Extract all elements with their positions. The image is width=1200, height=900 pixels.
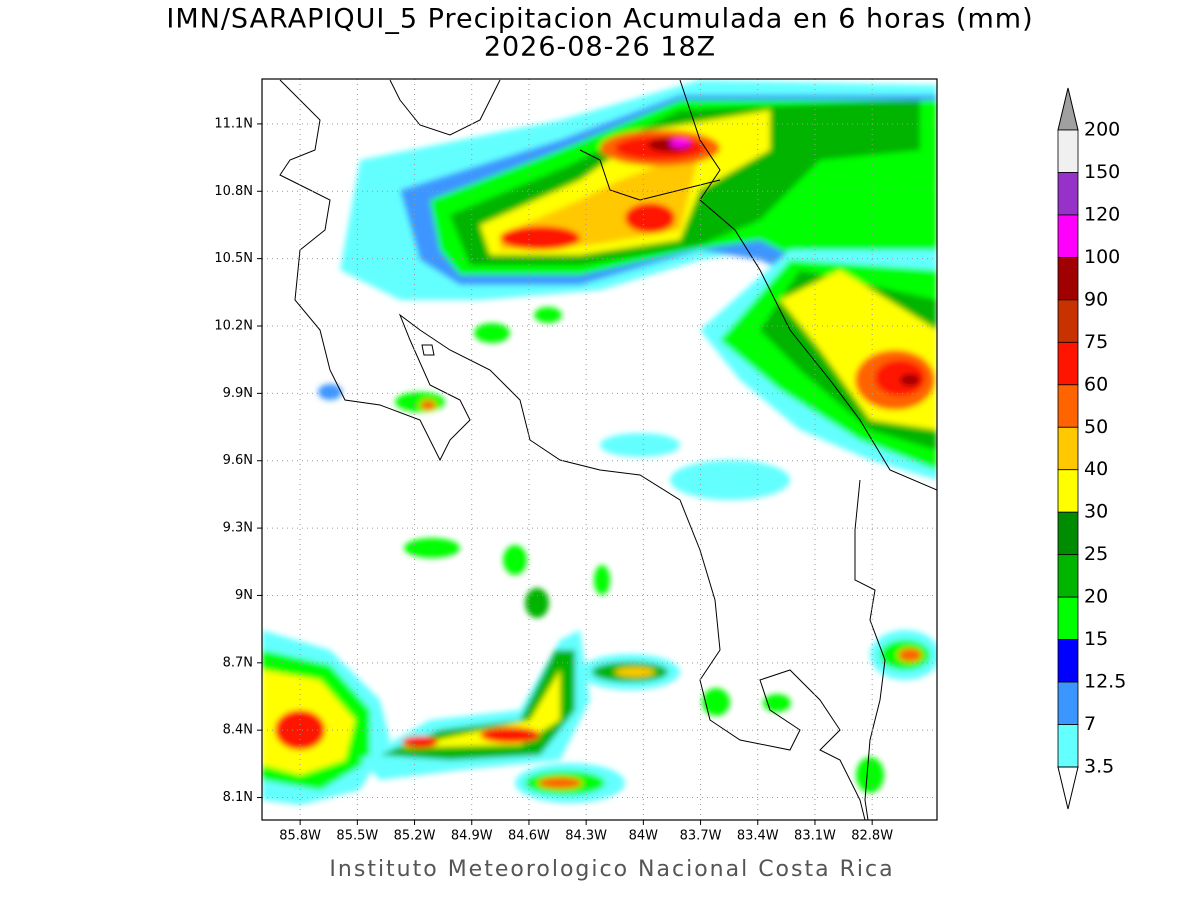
colorbar-box [1057,129,1079,173]
colorbar-label: 20 [1084,586,1108,608]
colorbar-label: 15 [1084,628,1108,650]
grid [262,79,937,820]
colorbar-bottom-arrow [1057,766,1079,810]
colorbar-box [1057,596,1079,641]
lat-tick-label: 9.6N [223,453,253,468]
colorbar-label: 40 [1084,458,1108,480]
lat-tick-label: 10.2N [214,319,253,334]
colorbar-label: 150 [1084,161,1120,183]
colorbar-box [1057,426,1079,471]
lon-tick-label: 84.3W [565,829,607,844]
colorbar: 200 150 120 100 90 75 60 50 40 30 25 20 15 12.5 7 3.5 [1057,87,1126,810]
colorbar-box [1057,554,1079,598]
colorbar-label: 100 [1084,246,1120,268]
colorbar-label: 7 [1084,713,1096,735]
lon-tick-label: 83.1W [794,829,836,844]
colorbar-box [1057,214,1079,258]
lat-tick-label: 9.3N [223,521,253,536]
colorbar-label: 50 [1084,416,1108,438]
colorbar-box [1057,256,1079,301]
colorbar-box [1057,724,1079,768]
colorbar-box [1057,469,1079,513]
lon-tick-label: 84W [629,829,659,844]
colorbar-box [1057,341,1079,386]
colorbar-label: 12.5 [1084,671,1126,693]
lon-tick-label: 83.4W [737,829,779,844]
colorbar-label: 90 [1084,288,1108,310]
credit: Instituto Meteorologico Nacional Costa R… [329,857,894,882]
lat-tick-label: 9N [235,588,253,603]
lat-tick-label: 8.4N [223,723,253,738]
precip-field [262,79,937,820]
lat-tick-label: 8.7N [223,655,253,670]
lon-tick-label: 82.8W [851,829,893,844]
colorbar-box [1057,172,1079,216]
lat-tick-label: 9.9N [223,386,253,401]
colorbar-label: 60 [1084,373,1108,395]
colorbar-label: 75 [1084,331,1108,353]
lon-tick-label: 83.7W [680,829,722,844]
colorbar-label: 30 [1084,501,1108,523]
lat-tick-label: 10.5N [214,251,253,266]
colorbar-label: 120 [1084,203,1120,225]
lat-tick-label: 10.8N [214,184,253,199]
colorbar-label: 3.5 [1084,756,1114,778]
colorbar-box [1057,511,1079,556]
map-frame [261,78,938,821]
subtitle: 2026-08-26 18Z [484,32,716,63]
lon-tick-label: 84.6W [508,829,550,844]
lon-tick-label: 85.5W [336,829,378,844]
lat-tick-label: 11.1N [214,116,253,131]
lon-tick-label: 85.2W [394,829,436,844]
colorbar-box [1057,681,1079,725]
lon-tick-label: 84.9W [451,829,493,844]
colorbar-top-arrow [1057,87,1079,131]
colorbar-label: 200 [1084,119,1120,141]
title: IMN/SARAPIQUI_5 Precipitacion Acumulada … [166,4,1033,35]
lon-tick-label: 85.8W [279,829,321,844]
colorbar-box [1057,384,1079,428]
colorbar-box [1057,299,1079,343]
colorbar-box [1057,639,1079,683]
lat-tick-label: 8.1N [223,790,253,805]
colorbar-label: 25 [1084,543,1108,565]
